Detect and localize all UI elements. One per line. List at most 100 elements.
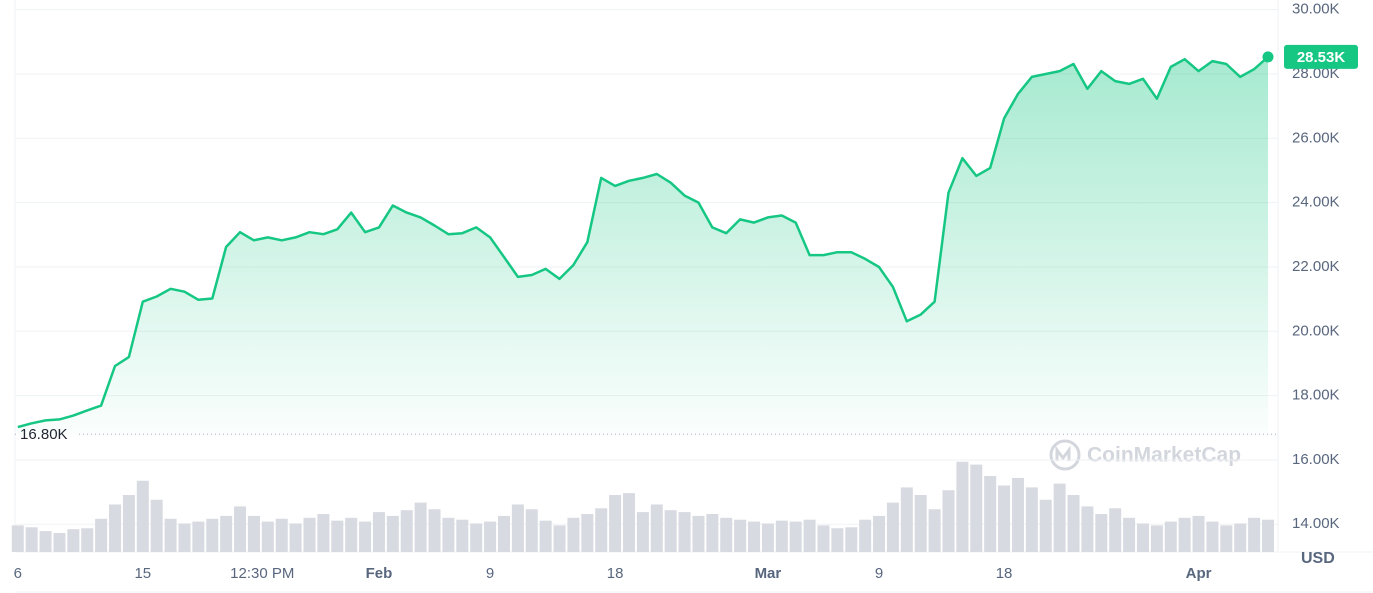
x-tick-label: Mar — [755, 565, 782, 582]
volume-bar — [164, 518, 177, 552]
y-tick-label: 16.00K — [1292, 451, 1340, 468]
y-tick-label: 22.00K — [1292, 258, 1340, 275]
y-tick-label: 26.00K — [1292, 129, 1340, 146]
volume-bar — [1234, 523, 1247, 552]
volume-bar — [95, 518, 108, 552]
volume-bar — [484, 521, 497, 552]
x-tick-label: 18 — [607, 565, 624, 582]
volume-bar — [1081, 506, 1094, 552]
volume-bar — [1025, 487, 1038, 552]
watermark-logo-mark — [1055, 445, 1071, 461]
volume-bar — [970, 464, 983, 552]
volume-bar — [609, 495, 622, 552]
volume-bar — [206, 518, 219, 552]
volume-bar — [39, 531, 52, 552]
volume-bar — [261, 521, 274, 552]
volume-bar — [1123, 517, 1136, 552]
volume-bar — [942, 490, 955, 552]
volume-bar — [53, 533, 66, 552]
last-price-badge — [1284, 44, 1358, 69]
x-tick-label: 9 — [875, 565, 883, 582]
volume-bar — [831, 528, 844, 552]
last-price-dot — [1262, 51, 1274, 63]
volume-bar — [1095, 514, 1108, 552]
volume-bar — [789, 521, 802, 552]
volume-bar — [734, 519, 747, 552]
volume-bar — [136, 480, 149, 552]
y-tick-label: 14.00K — [1292, 515, 1340, 532]
volume-bar — [234, 506, 247, 552]
volume-bar — [67, 529, 80, 552]
volume-bar — [511, 504, 524, 552]
volume-bar — [998, 485, 1011, 552]
volume-bar — [1206, 521, 1219, 552]
volume-bar — [1011, 477, 1024, 552]
volume-bar — [1039, 499, 1052, 552]
volume-bar — [317, 514, 330, 552]
volume-bar — [553, 525, 566, 552]
volume-bar — [1220, 525, 1233, 552]
volume-bar — [386, 515, 399, 552]
volume-bar — [303, 517, 316, 552]
last-price-label: 28.53K — [1297, 49, 1346, 66]
volume-bar — [664, 510, 677, 552]
volume-bar — [984, 476, 997, 552]
volume-bar — [845, 527, 858, 552]
volume-bar — [456, 519, 469, 552]
volume-bar — [886, 502, 899, 552]
volume-bar — [247, 515, 260, 552]
volume-bar — [650, 504, 663, 552]
volume-bar — [25, 527, 38, 552]
volume-bar — [497, 515, 510, 552]
y-tick-label: 30.00K — [1292, 1, 1340, 18]
volume-bar — [359, 521, 372, 552]
volume-bar — [595, 508, 608, 552]
volume-bar — [748, 521, 761, 552]
y-tick-label: 28.00K — [1292, 65, 1340, 82]
volume-bar — [428, 509, 441, 552]
y-tick-label: 20.00K — [1292, 322, 1340, 339]
watermark-logo — [1049, 439, 1081, 471]
volume-bar — [11, 525, 24, 552]
volume-bar — [331, 520, 344, 552]
volume-bar — [220, 515, 233, 552]
volume-bar — [289, 523, 302, 552]
volume-bar — [622, 493, 635, 552]
volume-bar — [1053, 483, 1066, 552]
volume-bar — [1150, 525, 1163, 552]
volume-bar — [1262, 519, 1274, 552]
volume-bar — [1136, 523, 1149, 552]
volume-bar — [372, 512, 385, 552]
x-tick-label: 15 — [134, 565, 151, 582]
y-tick-label: 24.00K — [1292, 194, 1340, 211]
volume-bar — [1109, 508, 1122, 552]
volume-bar — [400, 510, 413, 552]
volume-bar — [1178, 517, 1191, 552]
volume-bar — [859, 519, 872, 552]
volume-bar — [275, 518, 288, 552]
price-line — [17, 55, 1269, 429]
volume-bar — [1248, 517, 1261, 552]
volume-bar — [414, 502, 427, 552]
volume-bar — [470, 523, 483, 552]
volume-bar — [775, 520, 788, 552]
volume-bar — [956, 461, 969, 552]
volume-bar — [81, 528, 94, 552]
watermark-text: CoinMarketCap — [1087, 444, 1241, 467]
volume-bar — [636, 512, 649, 552]
x-tick-label: Apr — [1186, 565, 1212, 582]
volume-bar — [581, 514, 594, 552]
volume-bar — [539, 520, 552, 552]
volume-bar — [192, 521, 205, 552]
volume-bar — [817, 525, 830, 552]
volume-bar — [692, 515, 705, 552]
y-unit: USD — [1301, 550, 1335, 567]
volume-bar — [928, 509, 941, 552]
volume-bar — [900, 487, 913, 552]
watermark: CoinMarketCap — [1049, 439, 1241, 471]
volume-bars — [11, 461, 1274, 552]
volume-bar — [914, 495, 927, 552]
volume-bar — [178, 523, 191, 552]
